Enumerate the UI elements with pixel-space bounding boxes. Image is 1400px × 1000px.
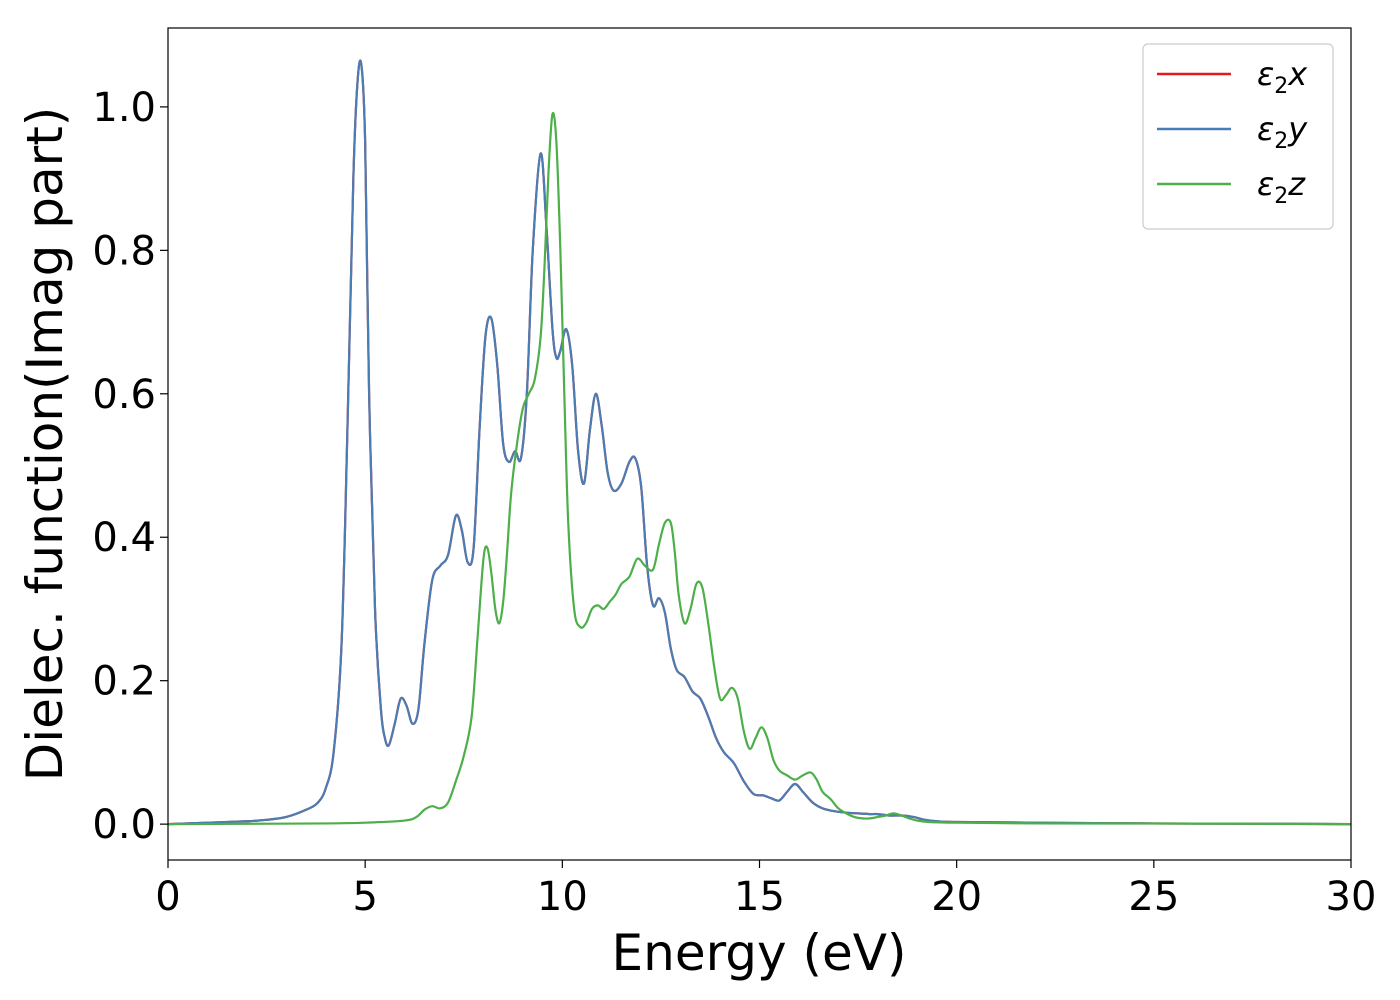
x-tick-label: 5 [352, 874, 377, 920]
legend-symbol: ε [1257, 110, 1274, 148]
legend-symbol: ε [1257, 55, 1274, 93]
y-tick-label: 0.6 [92, 372, 156, 418]
legend-subscript: 2 [1274, 129, 1288, 154]
x-tick-label: 0 [155, 874, 180, 920]
legend-entry-label: ε2y [1257, 110, 1308, 154]
x-tick-label: 20 [931, 874, 982, 920]
x-axis-ticks: 0 5 10 15 20 25 30 [155, 860, 1376, 920]
legend-entry-label: ε2x [1257, 55, 1308, 99]
plot-frame [167, 27, 1352, 861]
y-axis-ticks: 0.0 0.2 0.4 0.6 0.8 1.0 [92, 85, 168, 848]
x-tick-label: 10 [537, 874, 588, 920]
x-tick-label: 25 [1128, 874, 1179, 920]
legend-subscript: 2 [1274, 74, 1288, 99]
x-tick-label: 30 [1326, 874, 1377, 920]
series-line-3 [168, 111, 1351, 826]
legend-suffix: x [1287, 55, 1308, 93]
legend-symbol: ε [1257, 165, 1274, 203]
x-axis-label: Energy (eV) [612, 924, 907, 982]
y-tick-label: 0.2 [92, 659, 156, 705]
y-tick-label: 0.8 [92, 228, 156, 274]
series-line-2 [168, 59, 1351, 826]
legend-suffix: z [1287, 165, 1306, 203]
x-tick-label: 15 [734, 874, 785, 920]
y-tick-label: 1.0 [92, 85, 156, 131]
y-tick-label: 0.0 [92, 802, 156, 848]
legend-suffix: y [1287, 110, 1308, 148]
series-layer [168, 59, 1351, 826]
y-axis-label: Dielec. function(Imag part) [16, 107, 74, 782]
legend-subscript: 2 [1274, 184, 1288, 209]
y-tick-label: 0.4 [92, 515, 156, 561]
legend-entry-label: ε2z [1257, 165, 1306, 209]
